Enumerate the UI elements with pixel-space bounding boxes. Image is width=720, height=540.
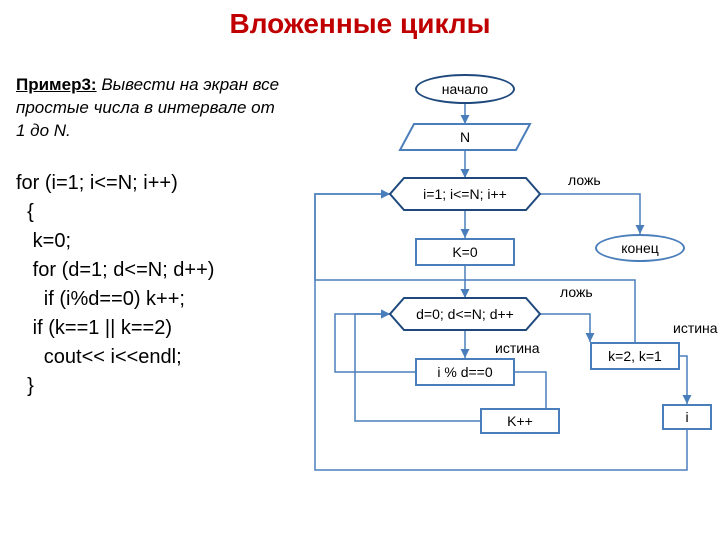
flowchart-node-kcond: k=2, k=1 xyxy=(590,342,680,370)
flowchart-node-outi: i xyxy=(662,404,712,430)
example-label: Пример3: xyxy=(16,75,97,94)
flowchart-node-k0: K=0 xyxy=(415,238,515,266)
flowchart-node-loop1: i=1; i<=N; i++ xyxy=(390,178,540,210)
code-line: if (k==1 || k==2) xyxy=(16,314,286,343)
code-line: { xyxy=(16,198,286,227)
flowchart-node-inputN: N xyxy=(400,124,530,150)
code-line: for (i=1; i<=N; i++) xyxy=(16,169,286,198)
code-line: k=0; xyxy=(16,227,286,256)
edge-label: ложь xyxy=(560,284,593,300)
code-line: for (d=1; d<=N; d++) xyxy=(16,256,286,285)
left-column: Пример3: Вывести на экран все простые чи… xyxy=(16,74,286,401)
code-line: cout<< i<<endl; xyxy=(16,343,286,372)
edge-label: истина xyxy=(495,340,540,356)
flowchart-node-kpp: K++ xyxy=(480,408,560,434)
code-line: if (i%d==0) k++; xyxy=(16,285,286,314)
flowchart-node-loop2: d=0; d<=N; d++ xyxy=(390,298,540,330)
code-line: } xyxy=(16,372,286,401)
flowchart-node-end: конец xyxy=(595,234,685,262)
flowchart-node-start: начало xyxy=(415,74,515,104)
edge-label: истина xyxy=(673,320,718,336)
edge-label: ложь xyxy=(568,172,601,188)
example-text: Пример3: Вывести на экран все простые чи… xyxy=(16,74,286,143)
flowchart-node-cond: i % d==0 xyxy=(415,358,515,386)
flowchart: истина ложь истина ложь начало Ni=1; i<=N; i+… xyxy=(300,70,720,530)
page-title: Вложенные циклы xyxy=(0,0,720,40)
code-block: for (i=1; i<=N; i++) { k=0; for (d=1; d<… xyxy=(16,169,286,401)
